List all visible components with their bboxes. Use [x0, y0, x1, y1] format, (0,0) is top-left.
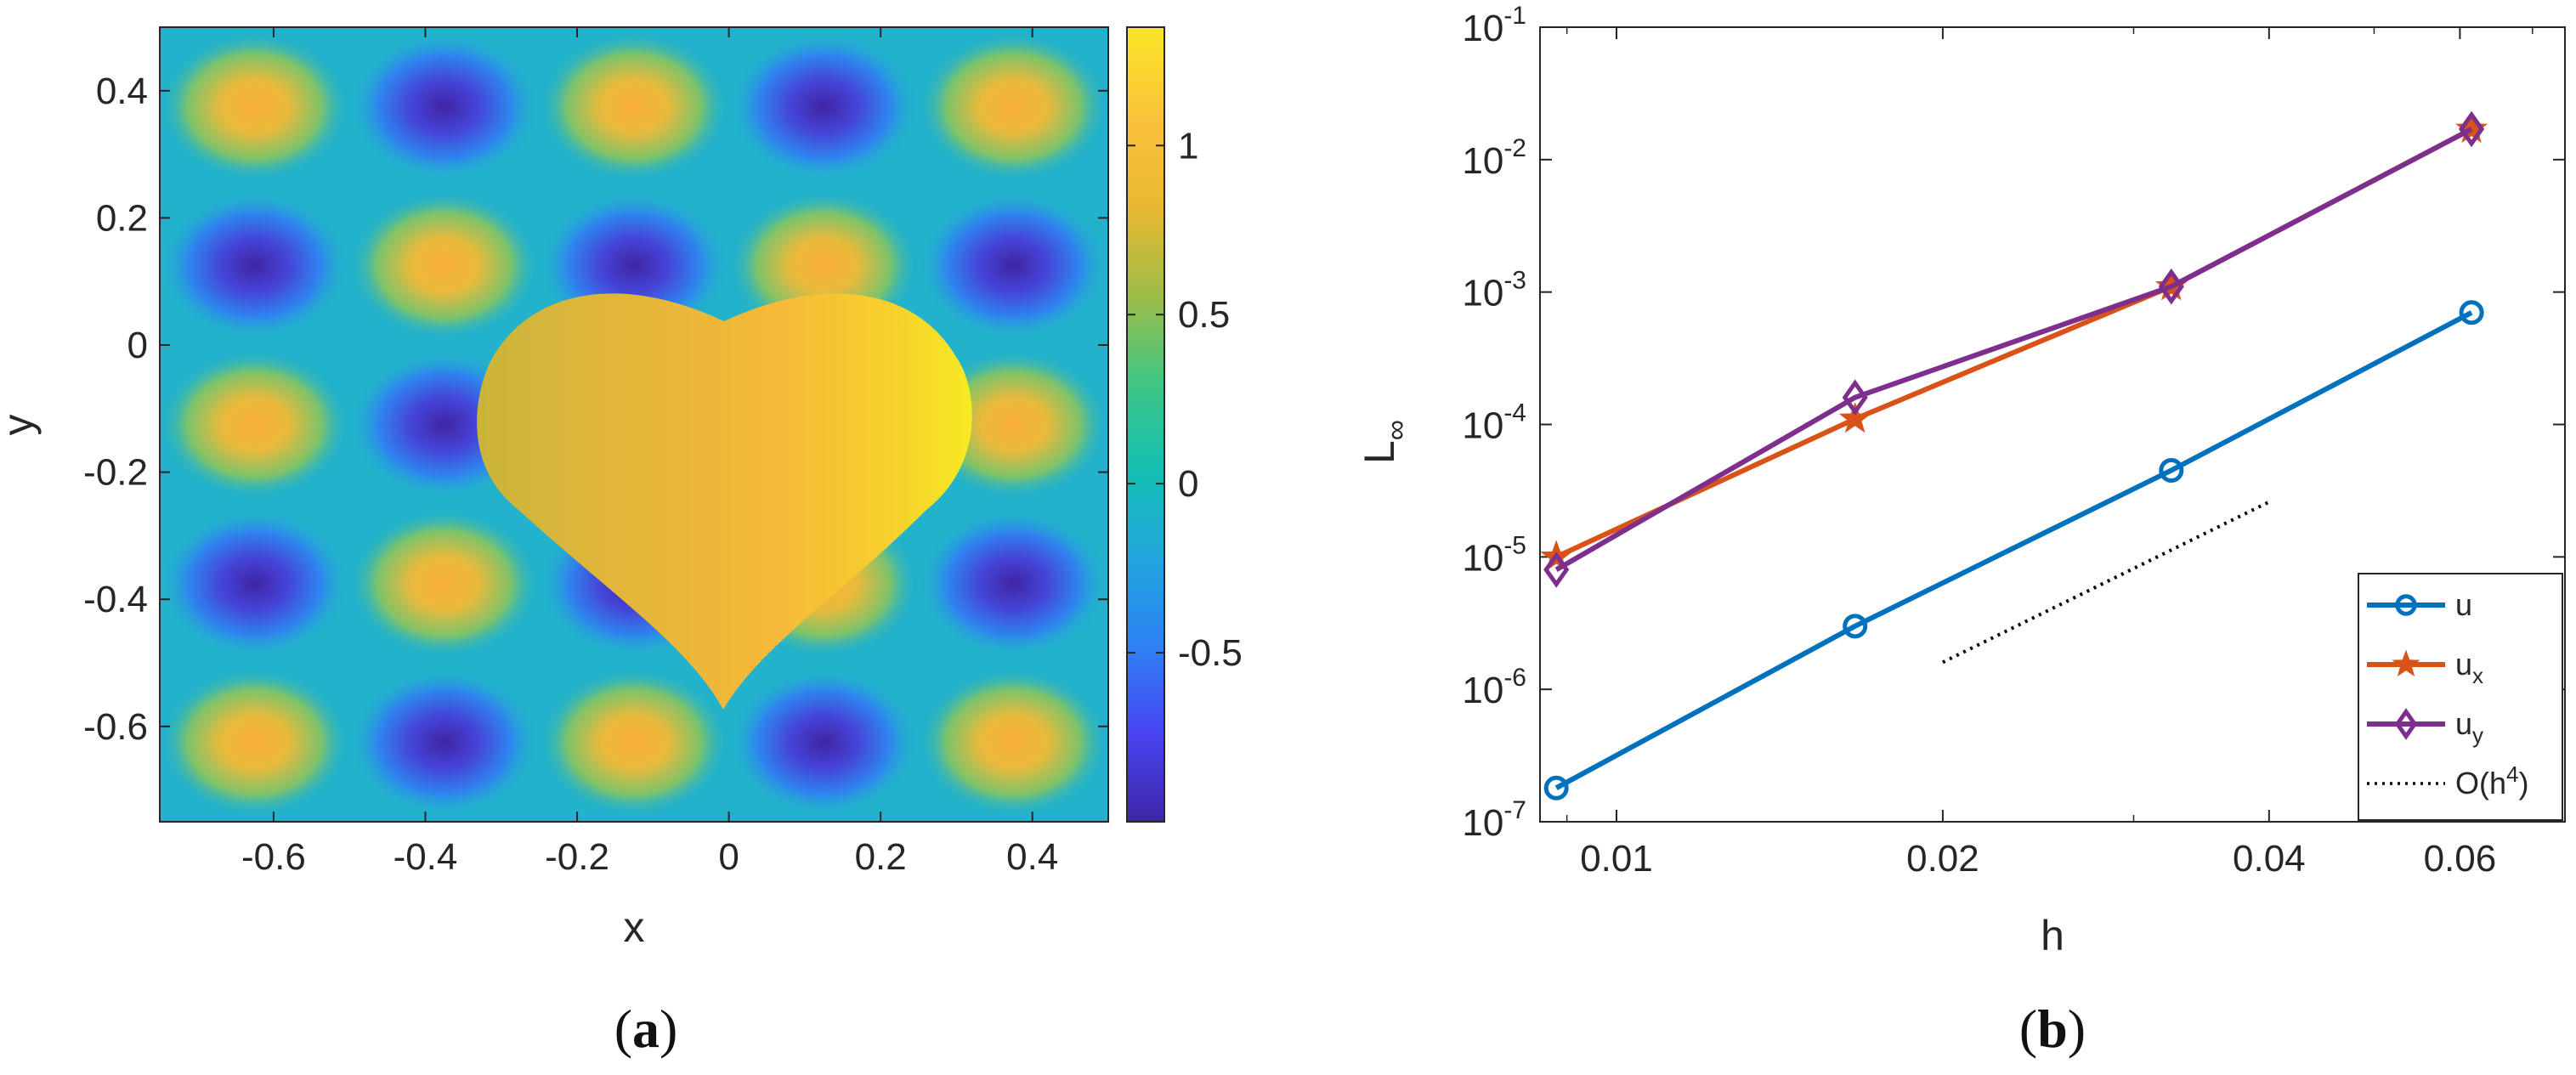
heatmap-trough	[160, 508, 350, 659]
series-u	[1543, 300, 2484, 801]
colorbar-tick-label: 1	[1178, 125, 1198, 167]
legend-entry: O(h4)	[2367, 761, 2528, 801]
y-tick-label: 10-3	[1462, 267, 1526, 314]
legend: u ux uy O(h4)	[2358, 573, 2563, 821]
heatmap-peak	[348, 508, 540, 659]
series-uy	[1543, 110, 2485, 588]
colorbar-tick-label: 0.5	[1178, 294, 1230, 336]
heatmap-ylabel: y	[0, 415, 42, 436]
x-tick-label: 0.02	[1906, 838, 1979, 880]
y-tick-label: 10-1	[1462, 2, 1526, 49]
colorbar-ticks: -0.5 0 0.5 1	[1127, 125, 1243, 674]
heart-region	[477, 293, 972, 710]
marker-circle	[1543, 775, 1569, 801]
marker-circle	[2395, 594, 2417, 616]
heatmap-peak	[348, 190, 540, 341]
marker-diamond	[1842, 379, 1868, 416]
marker-star	[2392, 649, 2420, 677]
y-tick-label: 10-2	[1462, 134, 1526, 182]
y-tick-label: -0.6	[83, 706, 148, 748]
heatmap-peak	[539, 31, 729, 182]
marker-diamond	[2394, 708, 2418, 740]
heatmap-trough	[728, 31, 920, 182]
svg-text:L∞: L∞	[1356, 420, 1413, 464]
marker-star	[2455, 111, 2488, 144]
legend-box	[2358, 573, 2563, 821]
plot-ylabel-sub: ∞	[1380, 420, 1413, 440]
heatmap-trough	[348, 31, 540, 182]
marker-circle	[2159, 458, 2184, 484]
heatmap-trough	[348, 667, 540, 818]
caption-a: (a)	[614, 999, 678, 1059]
heatmap-peak	[918, 31, 1108, 182]
y-tick-label: -0.2	[83, 452, 148, 494]
panel-b-convergence-plot: 0.01 0.02 0.04 0.06 10-7 10-6 10-5 10-4 10-3 10-2…	[1356, 2, 2566, 959]
colorbar: -0.5 0 0.5 1	[1126, 26, 1243, 823]
y-tick-label: -0.4	[83, 579, 148, 620]
x-tick-label: -0.2	[545, 836, 609, 878]
legend-label: u	[2455, 587, 2472, 622]
legend-label: O(h4)	[2455, 761, 2528, 801]
marker-circle	[2459, 300, 2484, 325]
x-tick-label: 0.04	[2233, 838, 2306, 880]
marker-diamond	[2459, 110, 2485, 148]
y-tick-label: 10-5	[1462, 531, 1526, 579]
legend-entry: u	[2367, 587, 2472, 622]
caption-b: (b)	[2019, 999, 2086, 1059]
heatmap-frame	[159, 26, 1109, 823]
y-tick-label: 10-7	[1462, 796, 1526, 844]
heatmap-trough	[918, 190, 1108, 341]
heatmap-peak	[160, 349, 350, 500]
heatmap-peak	[539, 667, 729, 818]
x-tick-label: 0.01	[1580, 838, 1653, 880]
y-tick-label: 10-4	[1462, 399, 1526, 447]
y-tick-label: 0.4	[96, 71, 148, 112]
x-tick-label: 0	[718, 836, 739, 878]
marker-diamond	[1543, 552, 1570, 588]
heatmap-trough	[918, 508, 1108, 659]
plot-ylabel-main: L	[1356, 440, 1403, 464]
x-tick-label: -0.6	[241, 836, 306, 878]
series-line	[1554, 127, 2473, 572]
heatmap-peak	[160, 31, 350, 182]
heatmap-peak	[160, 667, 350, 818]
legend-entry: ux	[2367, 647, 2483, 688]
heatmap-xlabel: x	[624, 903, 645, 951]
x-tick-label: 0.2	[855, 836, 907, 878]
y-tick-label: 0.2	[96, 197, 148, 239]
heatmap-trough	[728, 667, 920, 818]
plot-axes: 0.01 0.02 0.04 0.06 10-7 10-6 10-5 10-4 10-3 10-2…	[1462, 2, 2565, 880]
marker-circle	[1843, 614, 1868, 639]
plot-ylabel: L∞	[1356, 420, 1413, 464]
x-tick-label: -0.4	[393, 836, 458, 878]
y-tick-label: 10-6	[1462, 664, 1526, 711]
legend-entry: uy	[2367, 706, 2483, 748]
panel-a-heatmap: -0.6 -0.4 -0.2 0 0.2 0.4 -0.6 -0.4 -0.2 0 0.2 0.4 x…	[0, 26, 1109, 951]
colorbar-gradient	[1126, 26, 1165, 823]
heatmap-trough	[160, 190, 350, 341]
heatmap-axes: -0.6 -0.4 -0.2 0 0.2 0.4 -0.6 -0.4 -0.2 0 0.2 0.4	[83, 27, 1108, 878]
x-tick-label: 0.4	[1006, 836, 1058, 878]
colorbar-tick-label: 0	[1178, 463, 1198, 505]
legend-label: uy	[2455, 706, 2483, 748]
series-line	[1554, 310, 2473, 790]
plot-xlabel: h	[2041, 912, 2064, 959]
colorbar-tick-label: -0.5	[1178, 632, 1243, 674]
marker-star	[1838, 402, 1871, 433]
plot-frame	[1539, 26, 2566, 823]
plot-series	[1540, 110, 2488, 801]
y-tick-label: 0	[127, 325, 148, 366]
heatmap-peak	[918, 667, 1108, 818]
marker-diamond	[2158, 268, 2184, 305]
legend-label: ux	[2455, 647, 2483, 688]
x-tick-label: 0.06	[2424, 838, 2497, 880]
